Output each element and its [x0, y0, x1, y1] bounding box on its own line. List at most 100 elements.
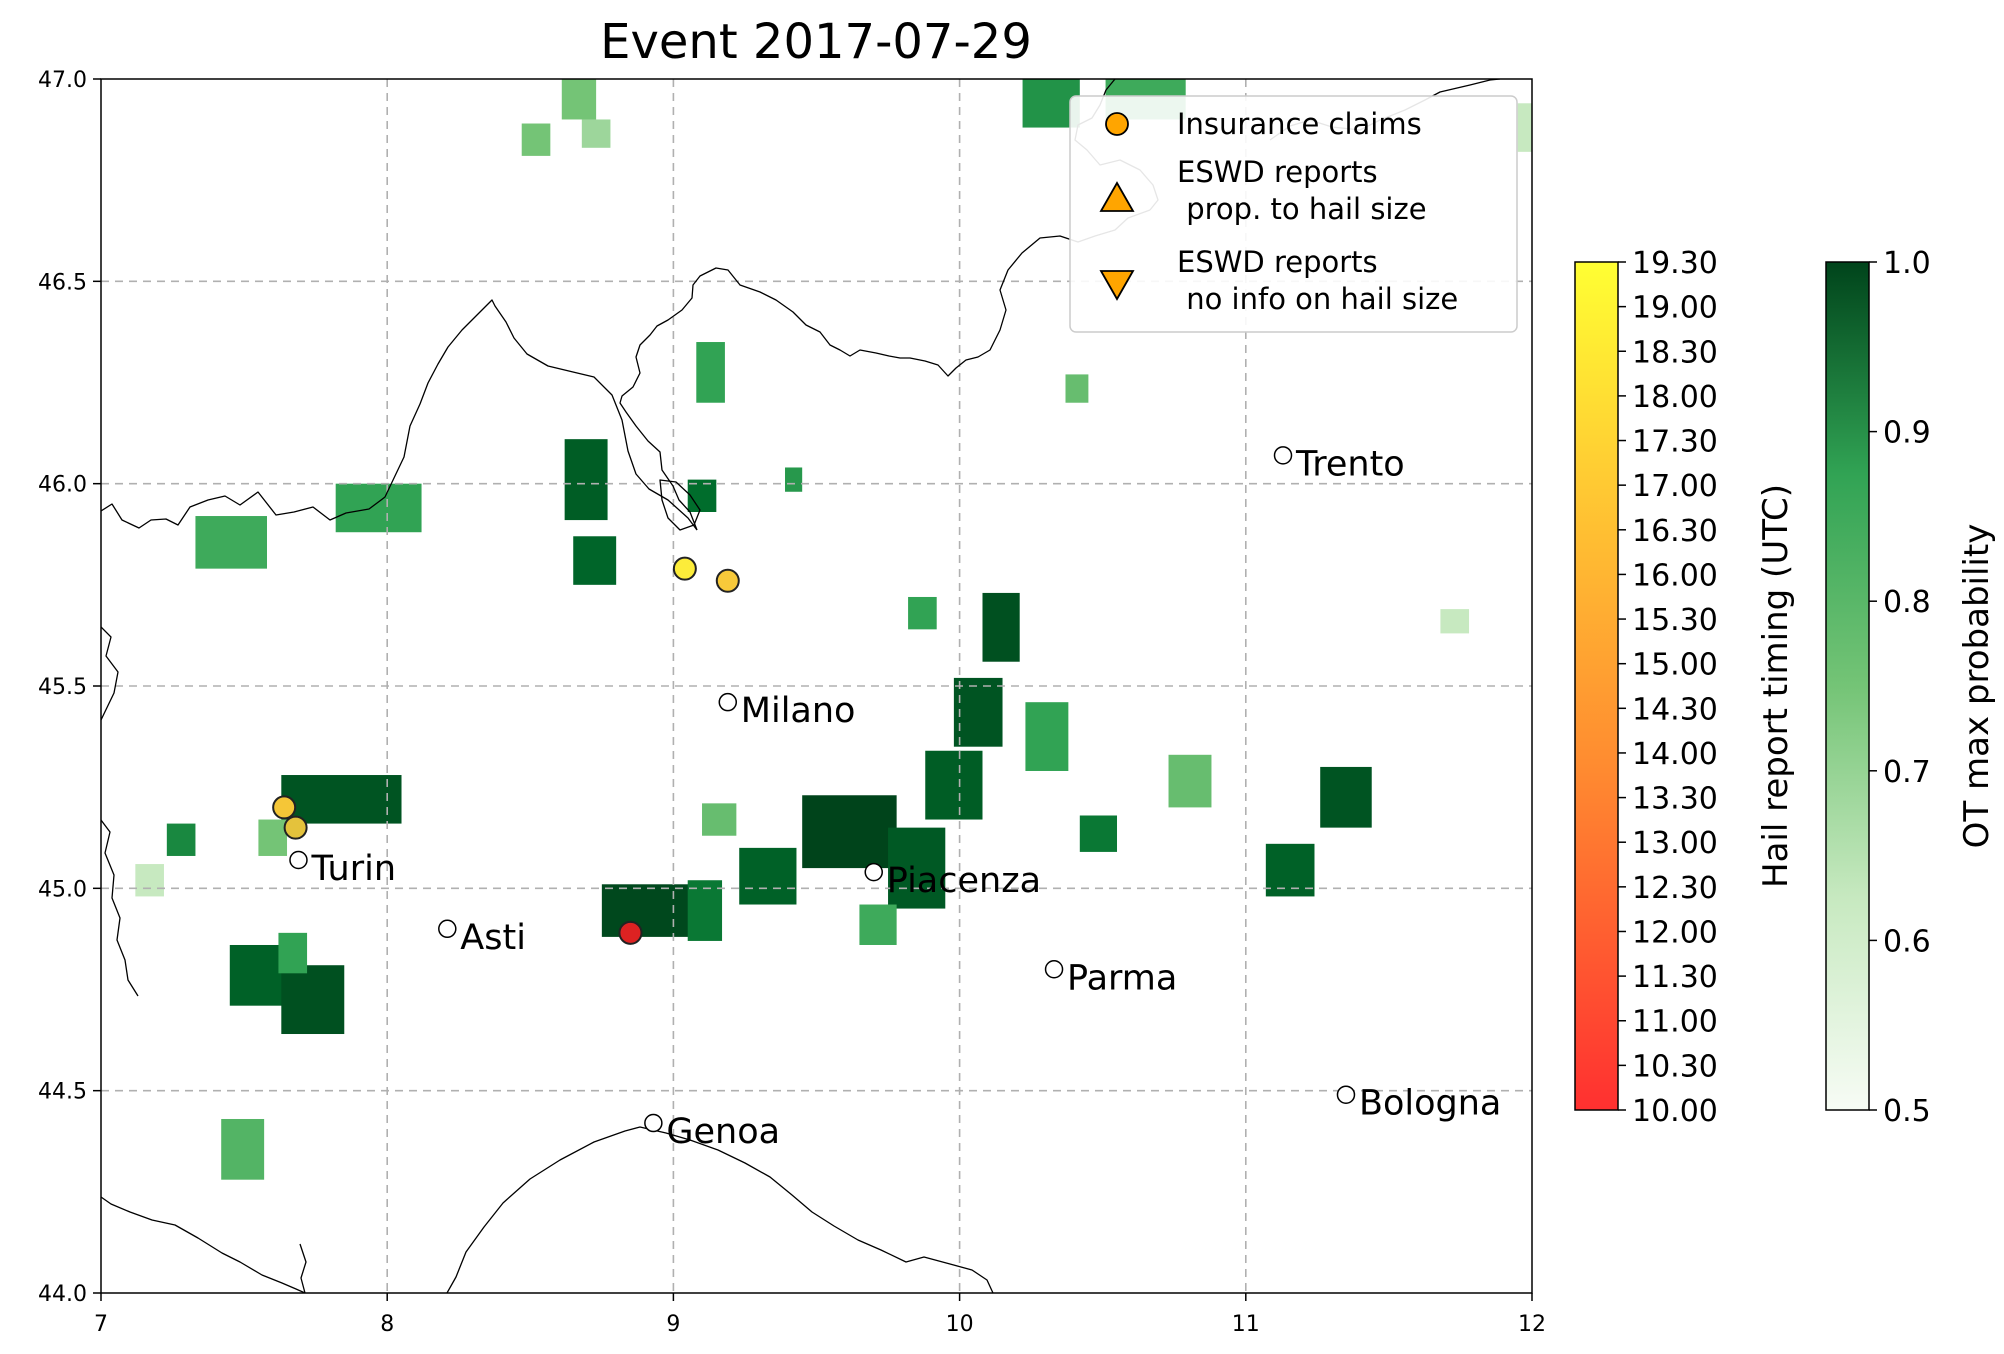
city-marker	[1336, 1085, 1356, 1104]
ot-probability-cell	[702, 803, 737, 836]
legend-text-line: ESWD reports	[1177, 155, 1378, 189]
city-label: Trento	[1295, 444, 1405, 484]
colorbar-tick-label: 18.30	[1632, 335, 1718, 370]
colorbar-tick-label: 18.00	[1632, 380, 1718, 415]
ot-probability-colorbar: 0.5 0.6 0.7 0.8 0.9 1.0 OT max probability	[1825, 246, 1997, 1129]
colorbar-tick-label: 17.00	[1632, 469, 1718, 504]
ot-probability-cell	[135, 864, 164, 897]
ot-probability-colorbar-fill	[1825, 261, 1870, 1111]
ot-probability-cell	[195, 516, 267, 569]
city-label: Asti	[460, 918, 526, 958]
ot-probability-cell	[581, 119, 611, 148]
ot-probability-cell	[925, 750, 983, 820]
insurance-claim-marker	[715, 568, 740, 593]
colorbar-tick-label: 17.30	[1632, 425, 1718, 460]
ot-probability-cell	[802, 795, 897, 869]
legend-text-line: ESWD reports	[1177, 245, 1378, 279]
hail-timing-ticks: 10.00 10.30 11.00 11.30 12.00 12.30 13.00 13.30…	[1618, 246, 1718, 1129]
legend-eswd-prop-label: ESWD reports prop. to hail size	[1177, 155, 1427, 226]
y-tick-label: 46.0	[38, 473, 87, 498]
ot-probability-cell	[1320, 766, 1372, 828]
city-label: Bologna	[1359, 1084, 1501, 1124]
ot-probability-cell	[982, 592, 1020, 662]
colorbar-tick-label: 0.6	[1883, 924, 1931, 959]
insurance-claim-marker	[272, 795, 297, 820]
city-marker	[1273, 446, 1293, 465]
legend-text-line: prop. to hail size	[1177, 192, 1427, 226]
colorbar-tick-label: 13.30	[1632, 782, 1718, 817]
ot-probability-cell	[1440, 609, 1470, 634]
legend: Insurance claims ESWD reports prop. to h…	[1069, 95, 1518, 333]
insurance-claim-marker	[618, 920, 643, 945]
x-tick-label: 8	[380, 1312, 394, 1337]
city-label: Piacenza	[887, 861, 1041, 901]
ot-probability-cell	[739, 847, 797, 905]
ot-probability-ticks: 0.5 0.6 0.7 0.8 0.9 1.0	[1869, 246, 1931, 1129]
hail-timing-colorbar-fill	[1574, 261, 1619, 1111]
ot-probability-cell	[908, 596, 937, 630]
ot-probability-cell	[1517, 103, 1532, 152]
x-tick-label: 12	[1518, 1312, 1546, 1337]
insurance-claim-marker	[672, 556, 697, 581]
ot-probability-cell	[521, 123, 551, 156]
colorbar-tick-label: 14.30	[1632, 692, 1718, 727]
axis-ticks: 7 8 9 10 11 12 44.0 44.5 45.0 45.5 46.0 46.5 47.0	[38, 68, 1546, 1337]
colorbar-tick-label: 11.30	[1632, 960, 1718, 995]
x-tick-label: 9	[666, 1312, 680, 1337]
ot-probability-cell	[785, 467, 803, 492]
ligurian-coast	[446, 1126, 994, 1293]
ot-probability-cell	[687, 479, 717, 512]
ot-probability-cell	[229, 944, 288, 1006]
city-label: Milano	[741, 691, 856, 731]
hail-timing-colorbar: 10.00 10.30 11.00 11.30 12.00 12.30 13.00 13.30…	[1574, 246, 1796, 1129]
ot-probability-cell	[1065, 374, 1089, 403]
x-tick-label: 7	[94, 1312, 108, 1337]
colorbar-tick-label: 0.8	[1883, 585, 1931, 620]
map-title: Event 2017-07-29	[600, 14, 1032, 70]
y-tick-label: 44.0	[38, 1282, 87, 1307]
city-marker	[289, 850, 308, 870]
city-markers: Trento Milano Turin Piacenza Asti Parma Genoa B…	[289, 444, 1501, 1152]
ot-probability-cell	[561, 79, 597, 120]
colorbar-tick-label: 10.30	[1632, 1049, 1718, 1084]
insurance-claims-marker-icon	[1105, 112, 1129, 136]
colorbar-tick-label: 19.00	[1632, 291, 1718, 326]
border-lower-southwest	[299, 1243, 307, 1293]
ot-probability-cell	[601, 884, 703, 937]
colorbar-tick-label: 16.00	[1632, 558, 1718, 593]
x-tick-label: 10	[946, 1312, 974, 1337]
colorbar-tick-label: 16.30	[1632, 514, 1718, 549]
southwest-border	[101, 819, 139, 997]
colorbar-tick-label: 11.00	[1632, 1005, 1718, 1040]
ot-probability-cell	[687, 880, 723, 941]
french-italian-border	[101, 299, 698, 531]
colorbar-tick-label: 0.5	[1883, 1094, 1931, 1129]
y-tick-label: 44.5	[38, 1080, 87, 1105]
y-tick-label: 46.5	[38, 270, 87, 295]
colorbar-tick-label: 13.00	[1632, 826, 1718, 861]
insurance-claim-marker	[283, 815, 308, 840]
swiss-border-lake-maggiore	[619, 209, 1151, 531]
colorbar-tick-label: 12.00	[1632, 915, 1718, 950]
city-marker	[1044, 960, 1064, 979]
city-marker	[718, 692, 738, 712]
legend-box	[1069, 95, 1518, 333]
city-marker	[644, 1113, 663, 1133]
ot-probability-cell	[278, 932, 308, 974]
colorbar-tick-label: 0.9	[1883, 416, 1931, 451]
colorbar-tick-label: 19.30	[1632, 246, 1718, 281]
colorbar-tick-label: 0.7	[1883, 755, 1931, 790]
ot-probability-cell	[221, 1118, 265, 1180]
ot-probability-cell	[335, 483, 422, 533]
alpine-border-east	[101, 626, 119, 721]
legend-insurance-claims-label: Insurance claims	[1177, 107, 1422, 141]
ot-probability-cell	[258, 819, 288, 856]
ot-probability-cell	[1532, 111, 1549, 160]
legend-eswd-noinfo-label: ESWD reports no info on hail size	[1177, 245, 1458, 316]
colorbar-tick-label: 14.00	[1632, 737, 1718, 772]
ot-probability-cell	[888, 827, 946, 909]
legend-text-line: no info on hail size	[1177, 282, 1458, 316]
ot-probability-colorbar-label: OT max probability	[1957, 524, 1997, 849]
ot-probability-cell	[953, 677, 1003, 747]
